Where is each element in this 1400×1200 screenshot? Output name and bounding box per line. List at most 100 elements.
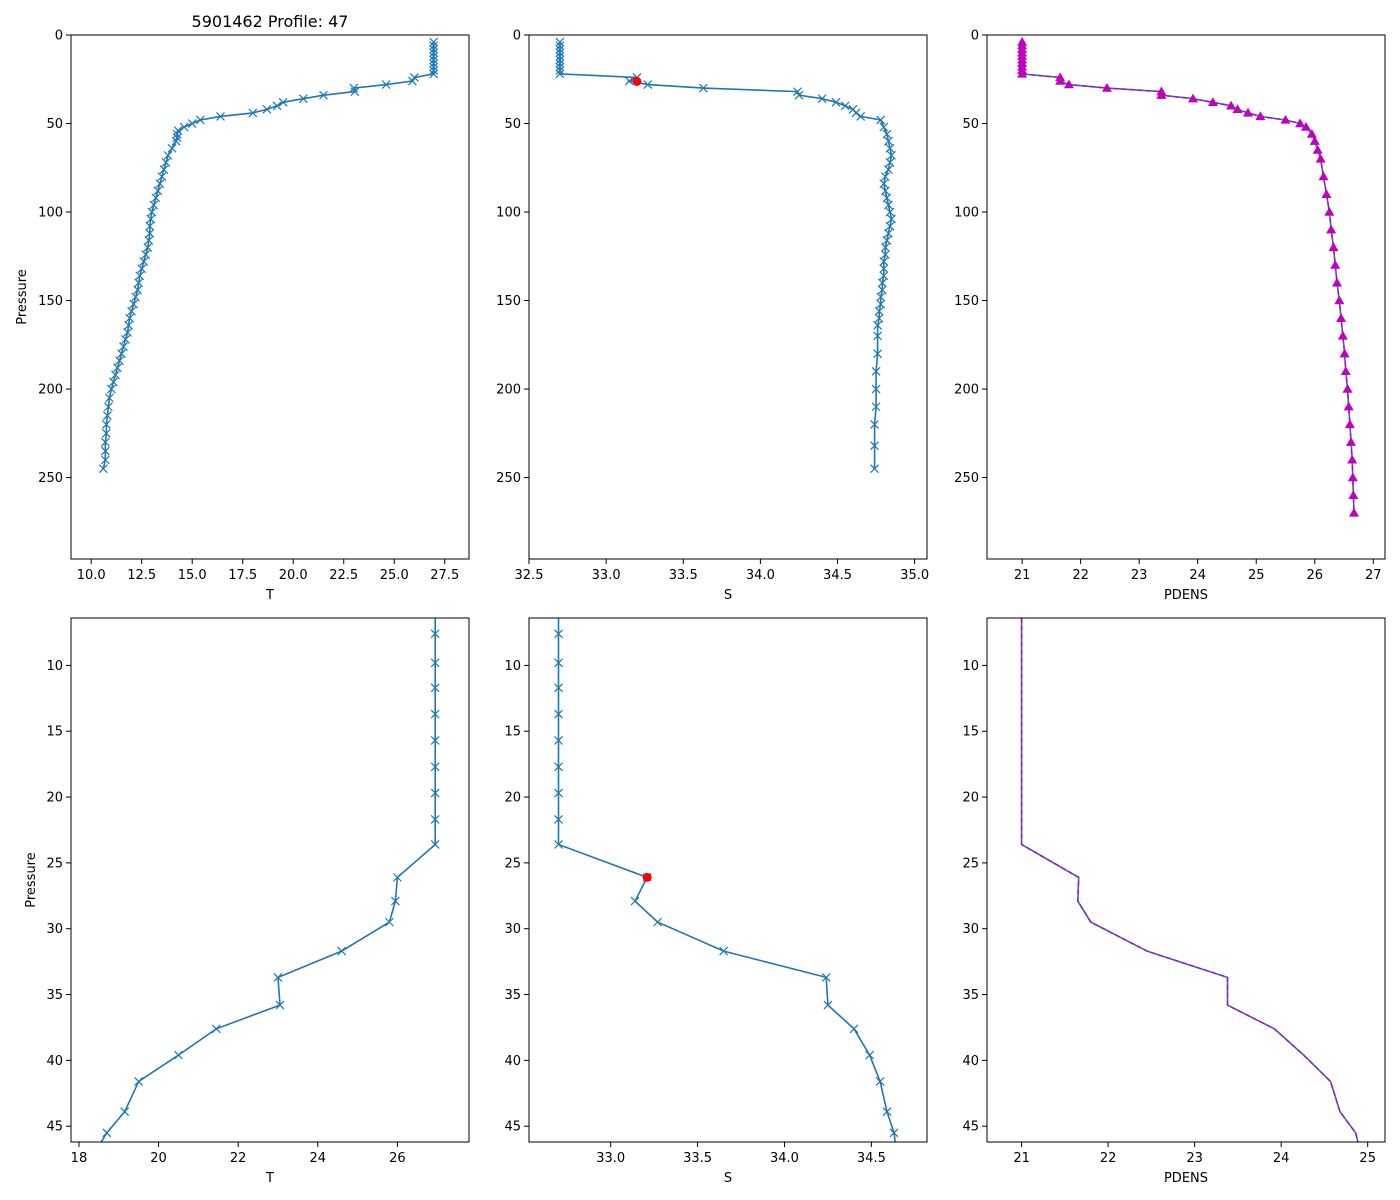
data-point-marker (880, 250, 890, 259)
data-point-marker (145, 228, 155, 238)
figure-title: 5901462 Profile: 47 (192, 12, 349, 31)
y-tick-label: 0 (513, 29, 521, 44)
data-point-marker (884, 136, 893, 146)
data-point-marker (555, 41, 565, 51)
panel-pdens-full: 21 22 23 24 25 26 27 0 50 100 150 200 250 PDENS (954, 29, 1386, 603)
data-point-marker (151, 193, 161, 203)
data-point-marker (159, 165, 169, 174)
data-point-marker (161, 158, 171, 167)
data-point-marker (885, 207, 895, 217)
y-tick-label: 150 (496, 294, 521, 309)
data-point-marker (554, 762, 563, 772)
data-point-marker (109, 377, 118, 387)
y-tick-label: 50 (46, 117, 63, 132)
data-point-marker (117, 349, 126, 359)
data-point-marker (554, 736, 563, 745)
data-point-marker (139, 257, 149, 267)
data-point-marker (880, 243, 890, 252)
data-point-marker (887, 214, 896, 224)
data-point-marker (262, 104, 272, 114)
data-point-marker (879, 257, 889, 267)
data-point-marker (127, 306, 137, 316)
data-point-marker (871, 402, 881, 412)
data-point-marker (1346, 437, 1357, 446)
x-tick-label: 21 (1013, 1151, 1030, 1166)
data-point-marker (823, 1000, 833, 1010)
data-point-marker (350, 87, 360, 97)
data-point-marker (555, 65, 565, 75)
data-point-marker (153, 186, 163, 196)
data-point-marker (1232, 104, 1243, 114)
data-point-marker (1337, 330, 1348, 340)
x-tick-label: 33.5 (669, 568, 698, 583)
y-tick-label: 45 (46, 1120, 63, 1135)
data-point-marker (157, 172, 167, 182)
y-tick-label: 35 (46, 988, 63, 1003)
data-point-marker (275, 1000, 285, 1010)
panel-s-full: 32.5 33.0 33.5 34.0 34.5 35.0 0 50 100 150 200 250 S (496, 29, 929, 604)
data-point-marker (821, 973, 831, 982)
x-tick-label: 22 (230, 1151, 247, 1166)
x-tick-label: 15.0 (178, 568, 207, 583)
data-point-marker (876, 299, 886, 309)
y-tick-label: 25 (962, 856, 979, 871)
x-axis-label: S (724, 1171, 732, 1186)
data-point-marker (1347, 472, 1358, 482)
data-point-marker (1017, 68, 1028, 78)
data-point-marker (273, 973, 283, 982)
flagged-point (642, 872, 652, 882)
data-point-marker (134, 1077, 144, 1086)
y-tick-label: 20 (962, 791, 979, 806)
data-point-marker (101, 428, 111, 438)
data-point-marker (430, 658, 440, 668)
y-axis-label: Pressure (15, 269, 30, 325)
axes-frame (70, 617, 470, 1143)
data-point-marker (429, 58, 439, 68)
y-tick-label: 20 (504, 791, 521, 806)
data-point-marker (163, 150, 173, 160)
x-tick-label: 22.5 (329, 568, 358, 583)
data-point-marker (408, 76, 417, 86)
y-tick-label: 15 (962, 725, 979, 740)
data-point-marker (1342, 383, 1353, 393)
x-tick-label: 26 (389, 1151, 406, 1166)
panel-s-zoom: 33.0 33.5 34.0 34.5 10 15 20 25 30 35 40 45 S (504, 617, 928, 1186)
data-point-marker (429, 62, 439, 72)
y-tick-label: 10 (962, 659, 979, 674)
data-point-marker (167, 143, 177, 153)
x-tick-label: 34.5 (823, 568, 852, 583)
data-point-marker (1321, 189, 1332, 198)
x-tick-label: 34.0 (746, 568, 775, 583)
data-point-marker (1300, 121, 1312, 131)
data-point-marker (120, 1107, 130, 1117)
data-point-marker (879, 271, 889, 281)
x-tick-label: 25 (1248, 568, 1265, 583)
data-point-marker (884, 165, 893, 174)
data-point-marker (102, 1128, 112, 1138)
data-point-marker (882, 129, 892, 139)
axes-frame (70, 34, 470, 560)
data-point-marker (871, 384, 881, 394)
data-point-marker (179, 122, 189, 132)
data-point-marker (171, 136, 181, 146)
y-axis-label: Pressure (24, 852, 39, 908)
data-point-marker (794, 90, 804, 100)
data-point-marker (874, 313, 884, 323)
data-point-marker (278, 97, 288, 107)
data-point-marker (248, 108, 258, 118)
data-point-marker (876, 115, 886, 125)
data-point-marker (384, 917, 394, 927)
data-point-marker (298, 94, 308, 104)
y-tick-label: 50 (504, 117, 521, 132)
data-point-marker (429, 55, 439, 65)
data-point-marker (875, 1077, 885, 1086)
data-point-marker (134, 278, 144, 288)
data-point-marker (1312, 144, 1323, 154)
data-point-marker (870, 420, 879, 429)
data-point-marker (840, 101, 850, 111)
data-point-marker (879, 264, 889, 274)
panel-t-zoom: 18 20 22 24 26 10 15 20 25 30 35 40 45 T Pressure (24, 617, 470, 1186)
x-tick-label: 27.5 (430, 568, 459, 583)
data-point-marker (880, 172, 890, 182)
data-point-marker (873, 331, 883, 341)
